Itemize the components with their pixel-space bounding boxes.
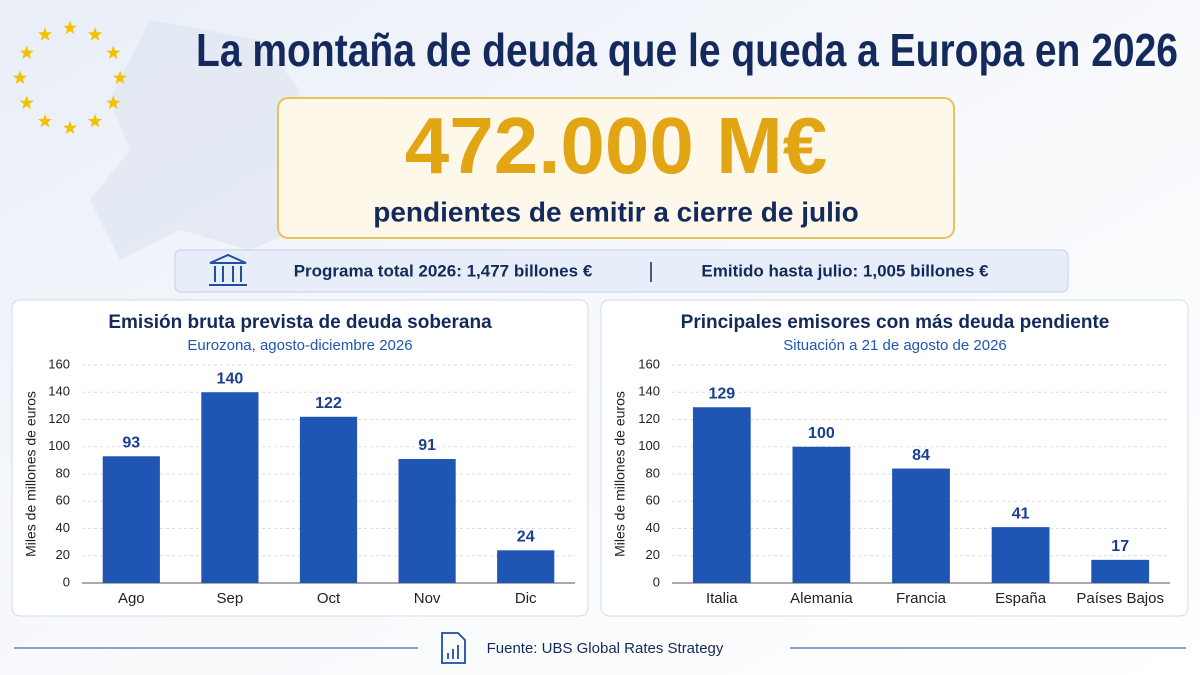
star <box>62 20 78 35</box>
star <box>112 70 128 85</box>
y-tick-label: 140 <box>48 384 70 399</box>
y-tick-label: 0 <box>653 574 660 589</box>
value-label: 24 <box>517 529 535 546</box>
x-tick-label: Italia <box>706 590 738 607</box>
bar <box>692 407 751 583</box>
value-label: 100 <box>808 425 835 442</box>
bar <box>201 392 259 583</box>
x-tick-label: Francia <box>896 590 947 607</box>
y-axis-label: Miles de millones de euros <box>23 391 39 557</box>
x-tick-label: España <box>995 590 1047 607</box>
bar <box>398 459 456 583</box>
y-tick-label: 60 <box>56 493 70 508</box>
star <box>19 95 34 110</box>
bar <box>792 446 851 583</box>
bar <box>102 456 160 583</box>
star <box>62 120 78 135</box>
value-label: 129 <box>708 385 735 402</box>
y-axis-label: Miles de millones de euros <box>612 391 628 557</box>
y-tick-label: 100 <box>48 438 70 453</box>
star <box>37 113 53 128</box>
value-label: 17 <box>1111 538 1129 555</box>
highlight-box <box>277 97 955 239</box>
star <box>106 45 121 60</box>
x-tick-label: Dic <box>515 590 537 607</box>
value-label: 91 <box>418 437 436 454</box>
bar <box>497 550 555 583</box>
summary-item: Programa total 2026: 1,477 billones € <box>294 261 593 280</box>
star <box>87 27 103 41</box>
highlight-caption: pendientes de emitir a cierre de julio <box>373 196 859 227</box>
x-tick-label: Sep <box>217 590 244 607</box>
star <box>87 113 103 128</box>
chart-title: Emisión bruta prevista de deuda soberana <box>108 312 492 333</box>
chart-title: Principales emisores con más deuda pendi… <box>681 312 1110 333</box>
y-tick-label: 120 <box>638 411 660 426</box>
y-tick-label: 160 <box>638 356 660 371</box>
summary-bar <box>174 249 1069 293</box>
chart-subtitle: Eurozona, agosto-diciembre 2026 <box>187 337 412 354</box>
y-tick-label: 60 <box>646 493 660 508</box>
star <box>37 27 53 41</box>
bar <box>299 416 358 583</box>
value-label: 122 <box>315 395 342 412</box>
value-label: 41 <box>1012 505 1030 522</box>
y-tick-label: 140 <box>638 384 660 399</box>
y-tick-label: 80 <box>646 465 660 480</box>
star <box>19 45 34 60</box>
map-silhouette <box>90 20 320 260</box>
y-tick-label: 120 <box>48 411 70 426</box>
source-note: Fuente: UBS Global Rates Strategy <box>487 640 724 657</box>
x-tick-label: Alemania <box>790 590 853 607</box>
x-tick-label: Países Bajos <box>1076 590 1164 607</box>
bar <box>991 527 1050 583</box>
bar <box>1091 559 1150 583</box>
value-label: 140 <box>217 370 244 387</box>
y-tick-label: 40 <box>646 520 660 535</box>
y-tick-label: 20 <box>56 547 70 562</box>
value-label: 84 <box>912 447 930 464</box>
y-tick-label: 100 <box>638 438 660 453</box>
summary-item: Emitido hasta julio: 1,005 billones € <box>701 261 989 280</box>
document-icon <box>441 632 466 664</box>
chart-subtitle: Situación a 21 de agosto de 2026 <box>783 337 1007 354</box>
y-tick-label: 160 <box>48 356 70 371</box>
page-title: La montaña de deuda que le queda a Europ… <box>196 24 1178 76</box>
star <box>12 70 28 85</box>
value-label: 93 <box>122 435 140 452</box>
highlight-value: 472.000 M€ <box>405 101 828 190</box>
y-tick-label: 20 <box>646 547 660 562</box>
bank-icon <box>209 253 247 286</box>
star <box>106 95 121 110</box>
x-tick-label: Oct <box>317 590 341 607</box>
bar <box>892 468 950 583</box>
y-tick-label: 40 <box>56 520 70 535</box>
y-tick-label: 0 <box>63 574 70 589</box>
eu-stars <box>12 20 128 135</box>
x-tick-label: Ago <box>118 590 145 607</box>
y-tick-label: 80 <box>56 465 70 480</box>
x-tick-label: Nov <box>414 590 441 607</box>
